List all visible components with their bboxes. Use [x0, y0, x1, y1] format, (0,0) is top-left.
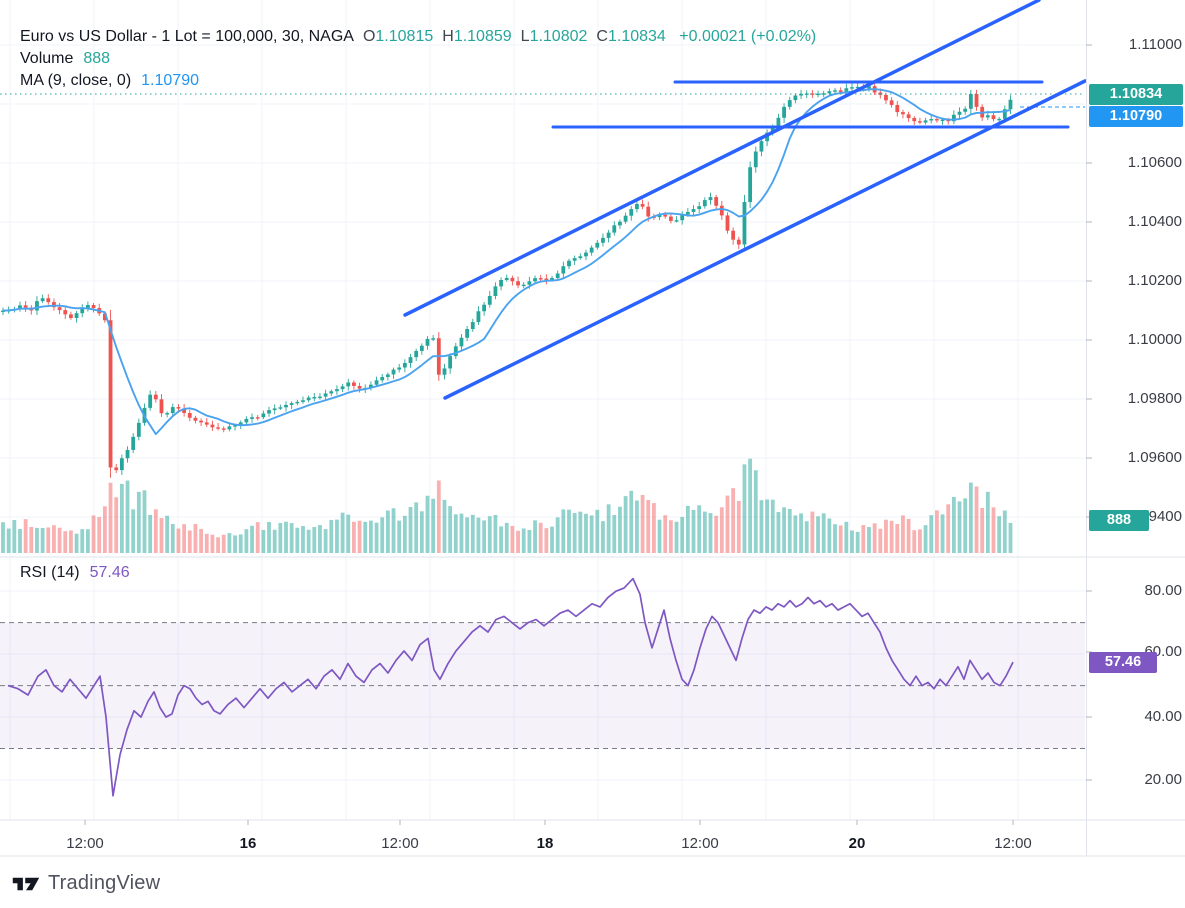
pane-separators: [0, 0, 1185, 857]
ma-legend-row[interactable]: MA (9, close, 0) 1.10790: [20, 72, 199, 90]
last-price-badge: 1.10834: [1089, 84, 1183, 105]
price-axis-label: 1.11000: [1128, 36, 1182, 53]
gridlines: [0, 0, 1085, 820]
volume-label: Volume: [20, 50, 74, 67]
price-axis-label: 1.10200: [1127, 272, 1182, 289]
ma-price-badge: 1.10790: [1089, 106, 1183, 127]
ohlc-field-value: 1.10834: [607, 28, 666, 45]
ma-value: 1.10790: [141, 72, 199, 89]
time-axis-label: 18: [536, 835, 554, 852]
volume-badge: 888: [1089, 510, 1149, 531]
time-axis-label: 12:00: [681, 835, 719, 852]
ohlc-field-label: C: [596, 28, 608, 45]
rsi-band: [0, 622, 1085, 750]
last-price-line: [0, 93, 1085, 108]
time-axis-label: 20: [848, 835, 866, 852]
symbol-legend-row[interactable]: Euro vs US Dollar - 1 Lot = 100,000, 30,…: [20, 28, 816, 46]
time-axis-label: 12:00: [66, 835, 104, 852]
channel-lower-trendline[interactable]: [443, 79, 1087, 400]
rsi-value: 57.46: [89, 564, 130, 581]
price-axis-label: 1.10400: [1127, 213, 1182, 230]
tradingview-logo[interactable]: TradingView: [12, 872, 160, 895]
time-axis[interactable]: [0, 821, 1185, 856]
ohlc-field-value: 1.10859: [453, 28, 512, 45]
symbol-title: Euro vs US Dollar - 1 Lot = 100,000, 30,…: [20, 28, 354, 45]
rsi-legend-row[interactable]: RSI (14) 57.46: [20, 564, 130, 582]
rsi-axis-label: 20.00: [1144, 771, 1182, 788]
time-axis-label: 12:00: [994, 835, 1032, 852]
price-axis-label: 1.09600: [1127, 449, 1182, 466]
rsi-axis-label: 40.00: [1144, 708, 1182, 725]
candles[interactable]: [1, 81, 1013, 478]
ohlc-field-label: O: [362, 28, 376, 45]
ohlc-field-label: H: [442, 28, 454, 45]
ohlc-field-label: L: [520, 28, 530, 45]
channel-upper-trendline[interactable]: [403, 0, 1041, 317]
volume-value: 888: [83, 50, 111, 67]
price-axis-label: 1.10000: [1127, 331, 1182, 348]
rsi-badge: 57.46: [1089, 652, 1157, 673]
ohlc-values: O1.10815 H1.10859 L1.10802 C1.10834: [354, 28, 666, 45]
ohlc-field-value: 1.10802: [529, 28, 588, 45]
volume-bars: [1, 458, 1013, 553]
volume-legend-row[interactable]: Volume 888: [20, 50, 110, 68]
rsi-axis-label: 80.00: [1144, 582, 1182, 599]
tradingview-logo-icon: [12, 877, 40, 890]
ohlc-field-value: 1.10815: [375, 28, 434, 45]
price-axis-label: 1.09800: [1127, 390, 1182, 407]
ma-line: [2, 88, 1011, 436]
ma-label: MA (9, close, 0): [20, 72, 132, 89]
price-change: +0.00021 (+0.02%): [679, 28, 817, 45]
time-axis-label: 12:00: [381, 835, 419, 852]
price-axis-label: 1.10600: [1127, 154, 1182, 171]
tradingview-logo-text: TradingView: [48, 872, 161, 894]
trendline-drawings[interactable]: [403, 0, 1087, 400]
time-axis-label: 16: [239, 835, 257, 852]
rsi-line: [7, 577, 1014, 797]
price-axis[interactable]: [1087, 0, 1185, 856]
rsi-label: RSI (14): [20, 564, 80, 581]
